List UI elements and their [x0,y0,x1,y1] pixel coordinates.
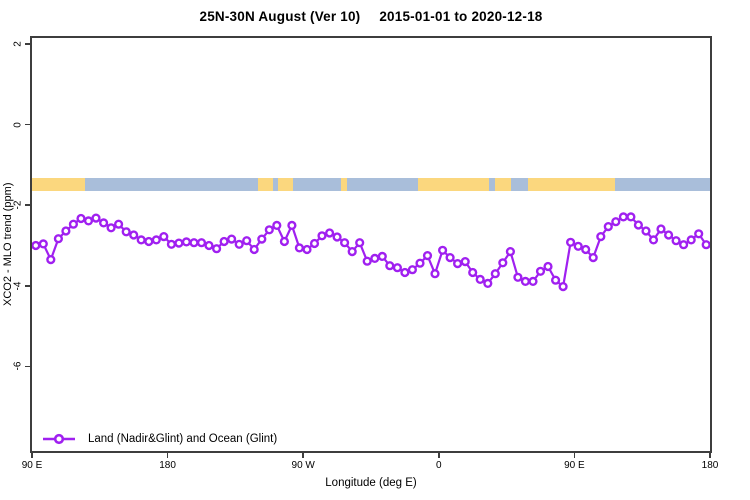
y-tick-mark [25,204,30,206]
plot-area: Land (Nadir&Glint) and Ocean (Glint) [30,36,712,453]
x-tick-mark [573,453,576,458]
x-tick-mark [438,453,440,458]
chart-title: 25N-30N August (Ver 10) 2015-01-01 to 20… [30,9,712,24]
map-segment-ocean [292,178,341,191]
map-segment-ocean [488,178,495,191]
y-tick-mark [25,365,30,368]
x-tick-mark [166,453,169,458]
x-tick-label: 180 [701,460,719,471]
x-tick-mark [709,453,711,458]
legend-key-icon [43,433,75,444]
y-tick-label: 0 [12,121,24,128]
y-tick-mark [25,43,30,45]
legend-label: Land (Nadir&Glint) and Ocean (Glint) [88,432,278,445]
legend: Land (Nadir&Glint) and Ocean (Glint) [42,430,277,447]
x-tick-label: 90 E [21,460,43,471]
y-tick-label: -4 [12,281,24,291]
data-series-line [32,212,710,292]
map-segment-land [494,178,512,191]
map-segment-ocean [273,178,278,191]
map-segment-land [258,178,274,191]
map-segment-land [417,178,489,191]
map-segment-ocean [511,178,528,191]
y-tick-mark [25,123,30,126]
x-tick-mark [31,453,33,458]
x-tick-label: 90 E [564,460,585,471]
title-date-range: 2015-01-01 to 2020-12-18 [379,9,543,24]
y-tick-label: 2 [12,41,24,47]
map-segment-land [527,178,616,191]
y-tick-label: -6 [12,361,24,371]
title-region-label: 25N-30N August (Ver 10) [199,9,361,24]
y-axis-label: XCO2 - MLO trend (ppm) [2,182,14,307]
map-segment-land [340,178,347,191]
y-tick-label: -2 [12,200,24,210]
x-tick-label: 180 [159,460,176,471]
x-tick-label: 90 W [291,460,315,471]
map-segment-ocean [615,178,710,191]
map-segment-ocean [346,178,418,191]
x-tick-label: 0 [436,460,442,471]
x-axis-label: Longitude (deg E) [325,477,417,489]
map-segment-ocean [84,178,258,191]
land-ocean-strip [32,178,710,191]
map-segment-land [277,178,293,191]
map-segment-land [32,178,85,191]
x-tick-mark [302,453,304,458]
y-tick-mark [25,285,30,287]
